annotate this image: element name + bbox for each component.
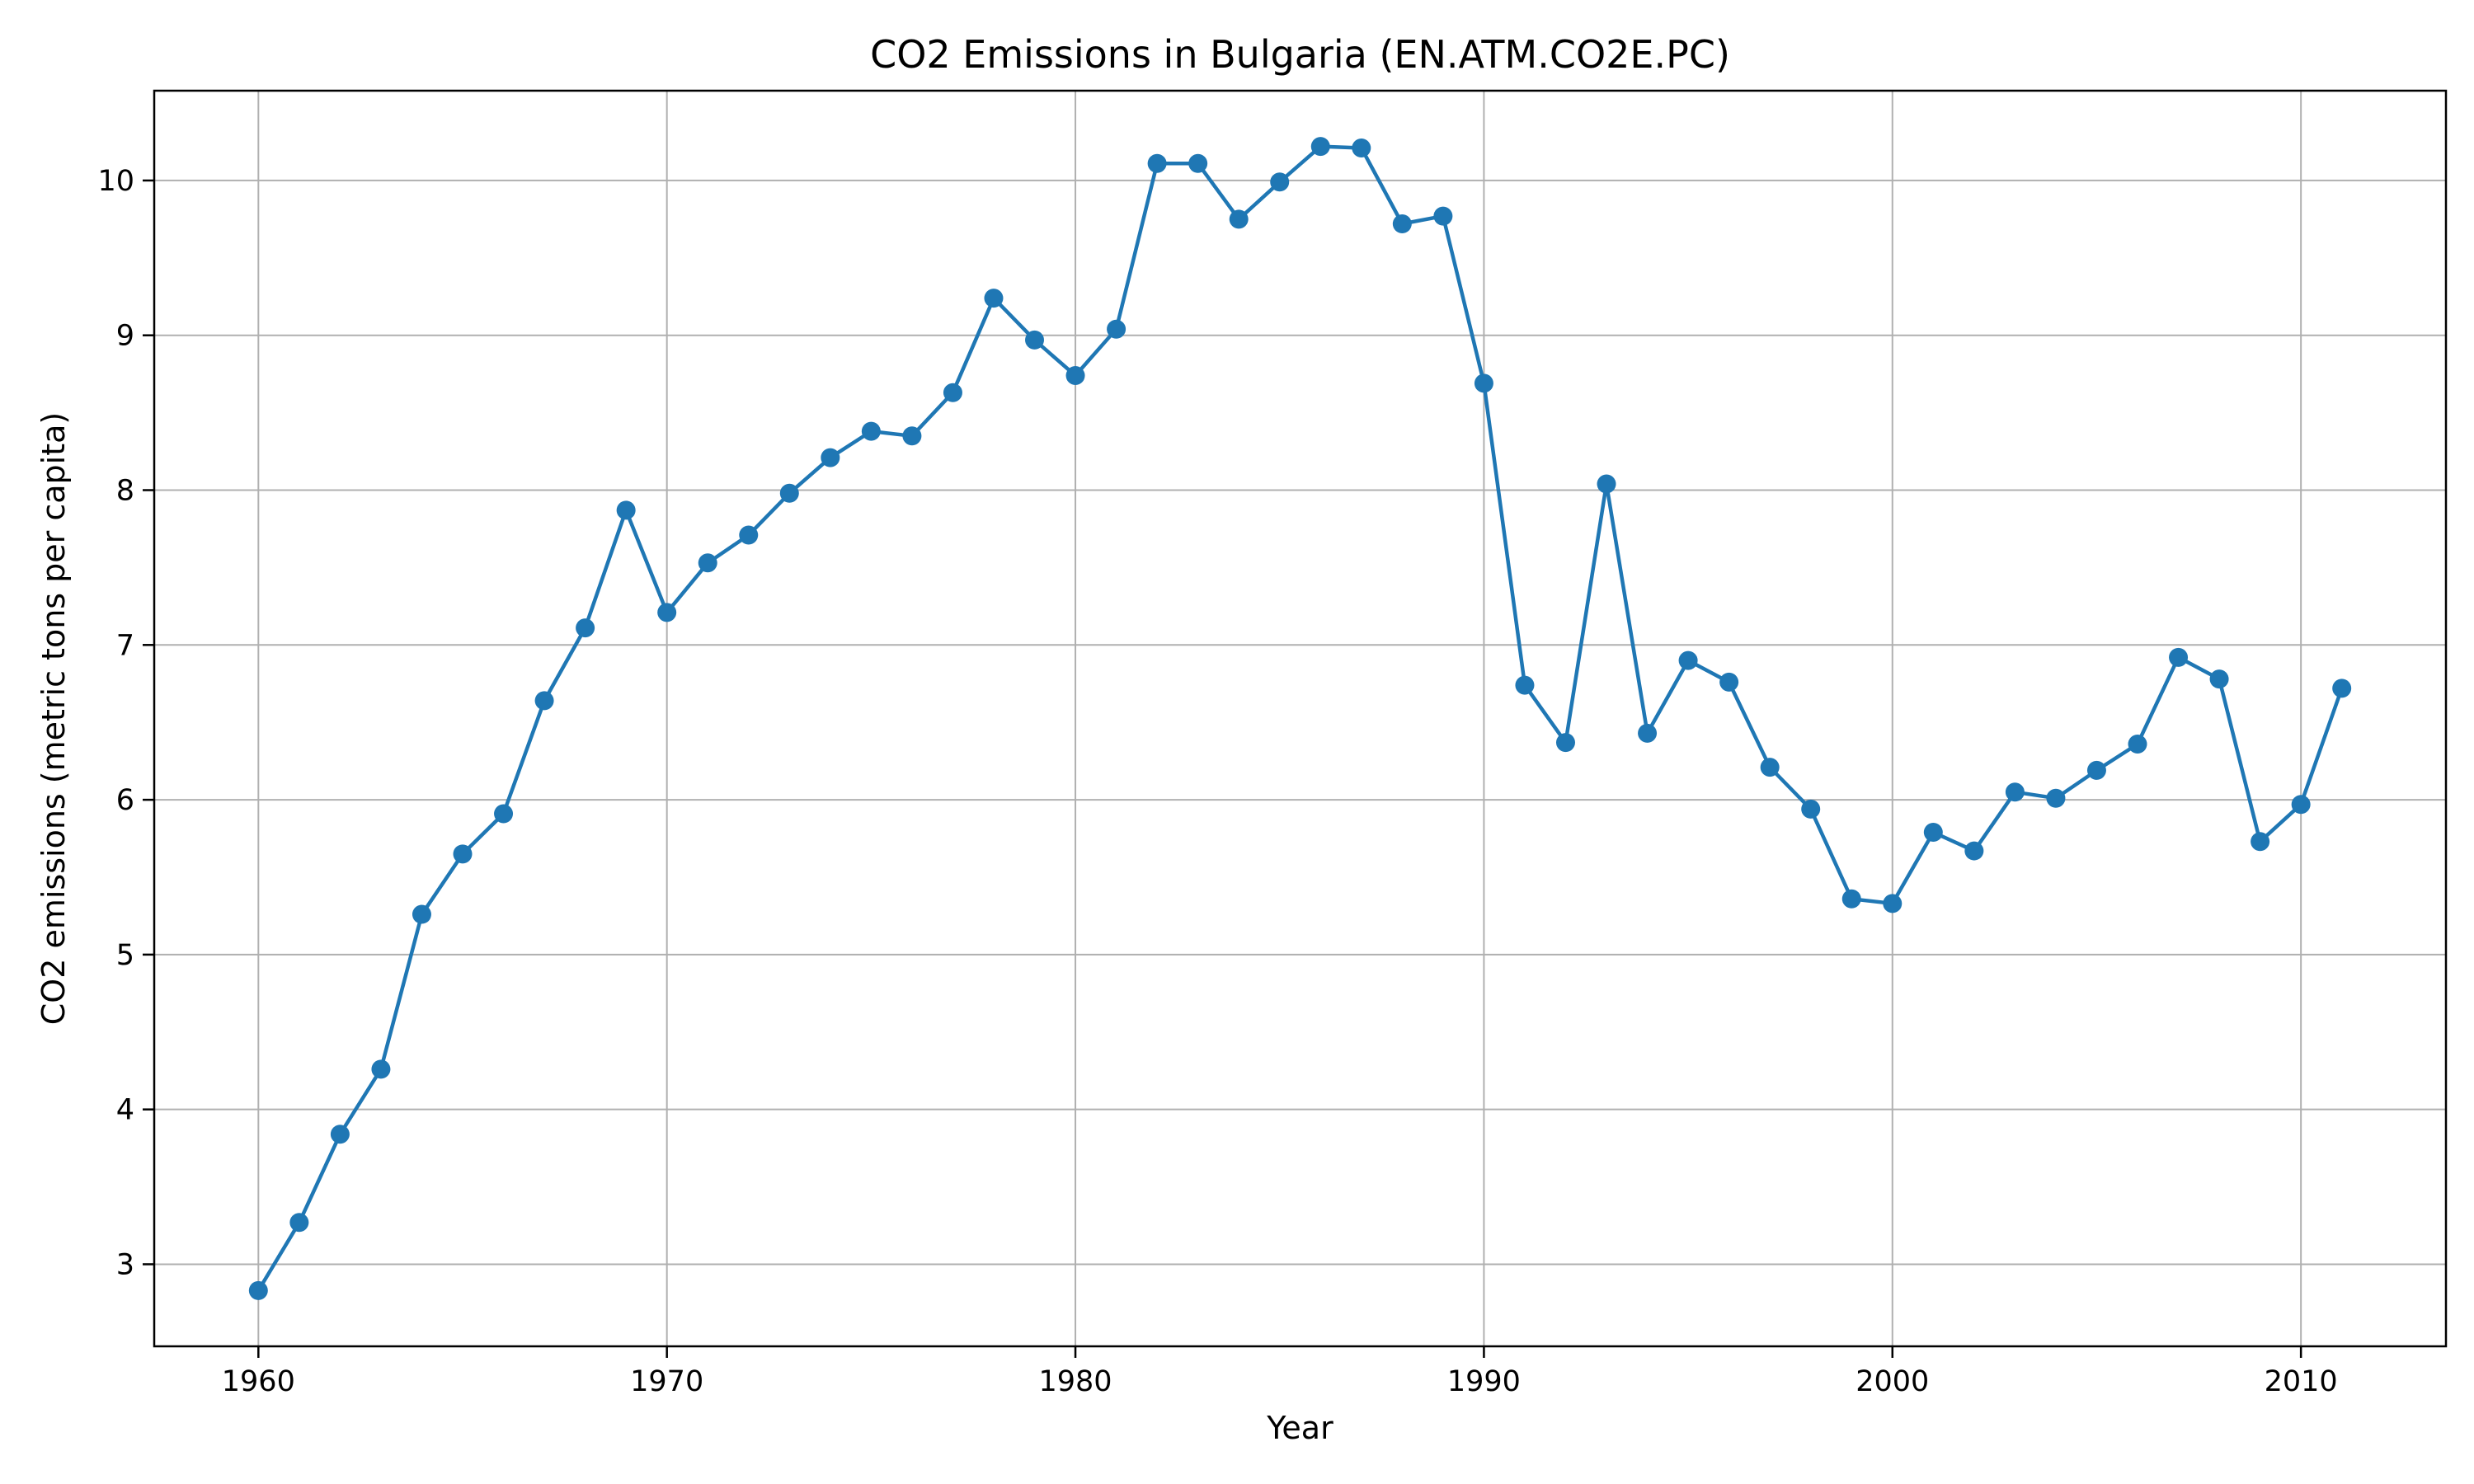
data-point: [1107, 319, 1126, 339]
data-point: [1147, 153, 1167, 173]
data-point: [1515, 675, 1535, 695]
data-point: [821, 448, 840, 467]
y-tick-label: 7: [116, 629, 134, 662]
data-point: [1597, 474, 1616, 494]
data-point: [2046, 788, 2066, 808]
data-point: [1310, 137, 1330, 157]
data-point: [1638, 723, 1658, 743]
data-point: [1025, 330, 1045, 350]
data-point: [861, 421, 881, 441]
data-point: [2332, 679, 2352, 698]
data-point: [534, 691, 554, 711]
data-point: [943, 383, 962, 402]
y-tick-label: 5: [116, 939, 134, 972]
data-point: [453, 844, 473, 864]
data-point: [330, 1125, 350, 1144]
x-tick-label: 2010: [2265, 1365, 2338, 1398]
data-point: [984, 289, 1004, 308]
data-point: [1229, 209, 1249, 229]
data-point: [1678, 650, 1698, 670]
data-point: [371, 1059, 391, 1079]
data-point: [2291, 795, 2311, 815]
x-tick-label: 1960: [222, 1365, 295, 1398]
data-point: [902, 426, 922, 446]
x-tick-label: 2000: [1856, 1365, 1929, 1398]
series-line: [256, 144, 2344, 1292]
data-point: [248, 1280, 268, 1300]
data-point: [412, 904, 431, 924]
plot-frame: [153, 89, 2448, 1348]
data-point: [2005, 782, 2025, 802]
x-tick-label: 1980: [1039, 1365, 1112, 1398]
y-axis-label: CO2 emissions (metric tons per capita): [35, 412, 72, 1025]
data-point: [698, 553, 717, 573]
data-point: [1923, 823, 1943, 843]
data-point: [779, 483, 799, 503]
y-tick-label: 4: [116, 1094, 134, 1127]
data-point: [1555, 733, 1575, 753]
data-point: [1270, 172, 1290, 192]
data-point: [1065, 366, 1085, 386]
data-point: [1719, 672, 1739, 692]
data-point: [1188, 153, 1208, 173]
tick-layer: 1960 1970 1980 1990 2000 2010 3 4 5 6 7 8 9 10: [97, 165, 2337, 1398]
data-point: [2086, 760, 2106, 780]
data-point: [576, 618, 595, 638]
y-tick-label: 3: [116, 1248, 134, 1281]
data-point: [2169, 647, 2189, 667]
data-point: [1760, 758, 1780, 777]
data-point: [616, 500, 636, 520]
x-tick-label: 1990: [1447, 1365, 1521, 1398]
data-point: [1474, 373, 1493, 393]
data-point: [1964, 841, 1984, 861]
series-layer: [248, 137, 2352, 1300]
data-point: [289, 1213, 309, 1233]
data-point: [494, 804, 514, 824]
data-point: [2209, 669, 2229, 689]
data-point: [1352, 138, 1371, 157]
data-point: [1433, 206, 1453, 226]
chart-title: CO2 Emissions in Bulgaria (EN.ATM.CO2E.P…: [870, 32, 1730, 77]
data-point: [657, 603, 677, 622]
y-tick-label: 6: [116, 784, 134, 817]
y-tick-label: 10: [97, 165, 134, 198]
x-tick-label: 1970: [630, 1365, 703, 1398]
data-point: [1801, 799, 1821, 819]
data-point: [2251, 832, 2270, 852]
data-point: [1883, 894, 1903, 913]
data-point: [1392, 214, 1412, 234]
data-point: [1841, 889, 1861, 909]
y-tick-label: 9: [116, 320, 134, 353]
y-tick-label: 8: [116, 475, 134, 508]
data-point: [2128, 734, 2147, 754]
data-point: [739, 525, 759, 545]
x-axis-label: Year: [1266, 1410, 1333, 1446]
